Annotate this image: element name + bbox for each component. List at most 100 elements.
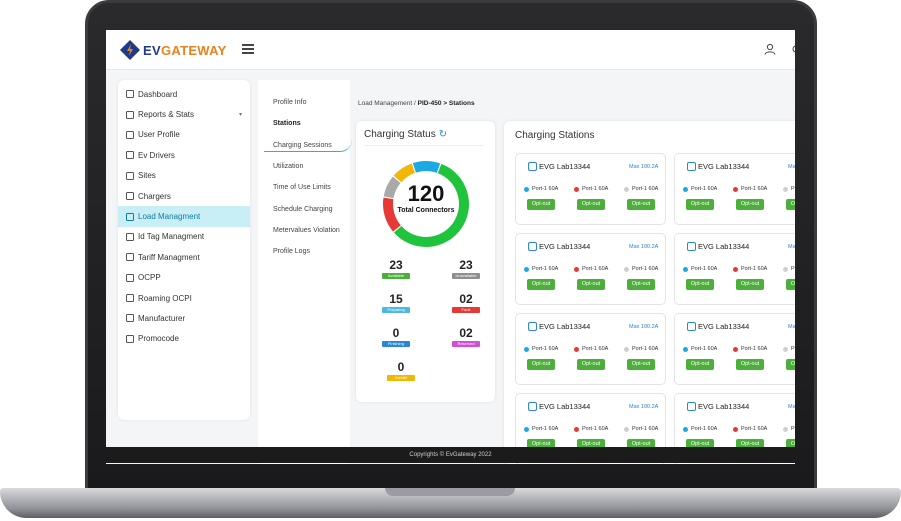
sidebar-item-promocode[interactable]: Promocode (118, 329, 250, 349)
opt-out-button[interactable]: Opt-out (627, 359, 655, 370)
refresh-icon[interactable]: ↻ (438, 129, 448, 140)
opt-out-button[interactable]: Opt-out (686, 199, 714, 210)
opt-out-button[interactable]: Opt-out (527, 439, 555, 450)
station-card[interactable]: EVG Lab13344 Ma Port-1 60A Opt-out Port-1 60… (674, 313, 795, 385)
sidebar-item-ocpp[interactable]: OCPP (118, 268, 250, 288)
breadcrumb-pid[interactable]: PID-450 (417, 100, 442, 107)
port-status: Port-1 60A (574, 346, 608, 352)
sidebar-item-reports-stats[interactable]: Reports & Stats ▾ (118, 104, 250, 124)
station-name[interactable]: EVG Lab13344 (528, 162, 590, 171)
logo-icon (120, 40, 140, 60)
opt-out-button[interactable]: Opt-out (786, 279, 795, 290)
donut-segment-0 (412, 161, 441, 173)
station-card[interactable]: EVG Lab13344 Ma Port-1 60A Opt-out Port-1 60… (674, 153, 795, 225)
port-status: Port-1 60A (783, 426, 795, 432)
port-status: Port-1 60A (733, 346, 767, 352)
port-label: Port-1 60A (582, 426, 609, 432)
opt-out-button[interactable]: Opt-out (786, 359, 795, 370)
opt-out-button[interactable]: Opt-out (527, 359, 555, 370)
station-card[interactable]: EVG Lab13344 Max 100.2A Port-1 60A Opt-out P… (515, 313, 666, 385)
port-status-dot-icon (624, 346, 629, 352)
user-account-icon[interactable] (764, 43, 776, 55)
opt-out-button[interactable]: Opt-out (627, 439, 655, 450)
port-label: Port-1 60A (691, 266, 718, 272)
port-status: Port-1 60A (624, 186, 658, 192)
station-card[interactable]: EVG Lab13344 Ma Port-1 60A Opt-out Port-1 60… (674, 233, 795, 305)
opt-out-button[interactable]: Opt-out (577, 359, 605, 370)
station-name[interactable]: EVG Lab13344 (528, 242, 590, 251)
port-status: Port-1 60A (524, 426, 558, 432)
tab-charging-sessions[interactable]: Charging Sessions (273, 141, 332, 149)
status-stat-value: 0 (392, 326, 400, 340)
station-name-text: EVG Lab13344 (539, 322, 591, 331)
opt-out-button[interactable]: Opt-out (686, 279, 714, 290)
sidebar-item-ev-drivers[interactable]: Ev Drivers (118, 145, 250, 165)
app-logo[interactable]: EVGATEWAY (120, 40, 227, 60)
tab-utilization[interactable]: Utilization (273, 163, 304, 171)
opt-out-button[interactable]: Opt-out (786, 439, 795, 450)
hamburger-menu-icon[interactable] (242, 44, 254, 54)
opt-out-button[interactable]: Opt-out (627, 199, 655, 210)
sidebar-item-id-tag-managment[interactable]: Id Tag Managment (118, 227, 250, 247)
settings-icon[interactable] (790, 43, 795, 55)
opt-out-button[interactable]: Opt-out (736, 439, 764, 450)
station-name[interactable]: EVG Lab13344 (687, 242, 749, 251)
sidebar-item-user-profile[interactable]: User Profile (118, 125, 250, 145)
sidebar-item-sites[interactable]: Sites (118, 166, 250, 186)
tab-stations[interactable]: Stations (273, 120, 301, 128)
opt-out-button[interactable]: Opt-out (736, 279, 764, 290)
sidebar-item-label: Load Managment (138, 212, 201, 222)
wrench-icon (126, 314, 134, 323)
port-label: Port-1 60A (791, 346, 795, 352)
station-max-current: Max 100.2A (629, 164, 659, 170)
opt-out-button[interactable]: Opt-out (736, 359, 764, 370)
station-name[interactable]: EVG Lab13344 (687, 402, 749, 411)
chevron-down-icon[interactable]: ▾ (238, 112, 242, 119)
station-name[interactable]: EVG Lab13344 (687, 322, 749, 331)
status-badge: Invalid (387, 375, 415, 381)
charger-icon (528, 402, 537, 411)
status-badge: Reserved (452, 341, 480, 347)
opt-out-button[interactable]: Opt-out (577, 279, 605, 290)
tab-metervalues-violation[interactable]: Metervalues Violation (273, 226, 340, 234)
station-max-current: Ma (788, 404, 795, 410)
opt-out-button[interactable]: Opt-out (527, 199, 555, 210)
opt-out-button[interactable]: Opt-out (736, 199, 764, 210)
sidebar-item-chargers[interactable]: Chargers (118, 186, 250, 206)
sidebar-item-dashboard[interactable]: Dashboard (118, 84, 250, 104)
breadcrumb-root[interactable]: Load Management / (358, 100, 416, 107)
tab-profile-info[interactable]: Profile Info (273, 99, 307, 107)
sidebar-item-load-managment[interactable]: Load Managment (118, 206, 250, 227)
opt-out-button[interactable]: Opt-out (577, 199, 605, 210)
tag-icon (126, 232, 134, 241)
tab-profile-logs[interactable]: Profile Logs (273, 248, 310, 256)
station-card[interactable]: EVG Lab13344 Max 100.2A Port-1 60A Opt-out P… (515, 233, 666, 305)
station-card[interactable]: EVG Lab13344 Max 100.2A Port-1 60A Opt-out P… (515, 153, 666, 225)
sidebar: Dashboard Reports & Stats ▾ User Profile Ev … (118, 80, 250, 420)
tab-schedule-charging[interactable]: Schedule Charging (273, 205, 333, 213)
port-status-dot-icon (574, 426, 579, 432)
port-label: Port-1 60A (741, 186, 768, 192)
tab-time-of-use-limits[interactable]: Time of Use Limits (273, 184, 331, 192)
sidebar-item-roaming-ocpi[interactable]: Roaming OCPI (118, 288, 250, 308)
port-status-dot-icon (683, 186, 688, 192)
port-status-dot-icon (733, 266, 738, 272)
port-status: Port-1 60A (733, 186, 767, 192)
station-max-current: Max 100.2A (629, 324, 659, 330)
opt-out-button[interactable]: Opt-out (786, 199, 795, 210)
opt-out-button[interactable]: Opt-out (686, 439, 714, 450)
port-label: Port-1 60A (582, 266, 609, 272)
opt-out-button[interactable]: Opt-out (627, 279, 655, 290)
port-label: Port-1 60A (582, 346, 609, 352)
station-name[interactable]: EVG Lab13344 (528, 322, 590, 331)
sidebar-item-tariff-managment[interactable]: Tariff Managment (118, 247, 250, 267)
opt-out-button[interactable]: Opt-out (577, 439, 605, 450)
station-name[interactable]: EVG Lab13344 (528, 402, 590, 411)
opt-out-button[interactable]: Opt-out (527, 279, 555, 290)
port-status: Port-1 60A (683, 266, 717, 272)
divider (364, 145, 484, 146)
station-name[interactable]: EVG Lab13344 (687, 162, 749, 171)
sidebar-item-manufacturer[interactable]: Manufacturer (118, 308, 250, 328)
opt-out-button[interactable]: Opt-out (686, 359, 714, 370)
top-bar: EVGATEWAY (106, 30, 795, 70)
